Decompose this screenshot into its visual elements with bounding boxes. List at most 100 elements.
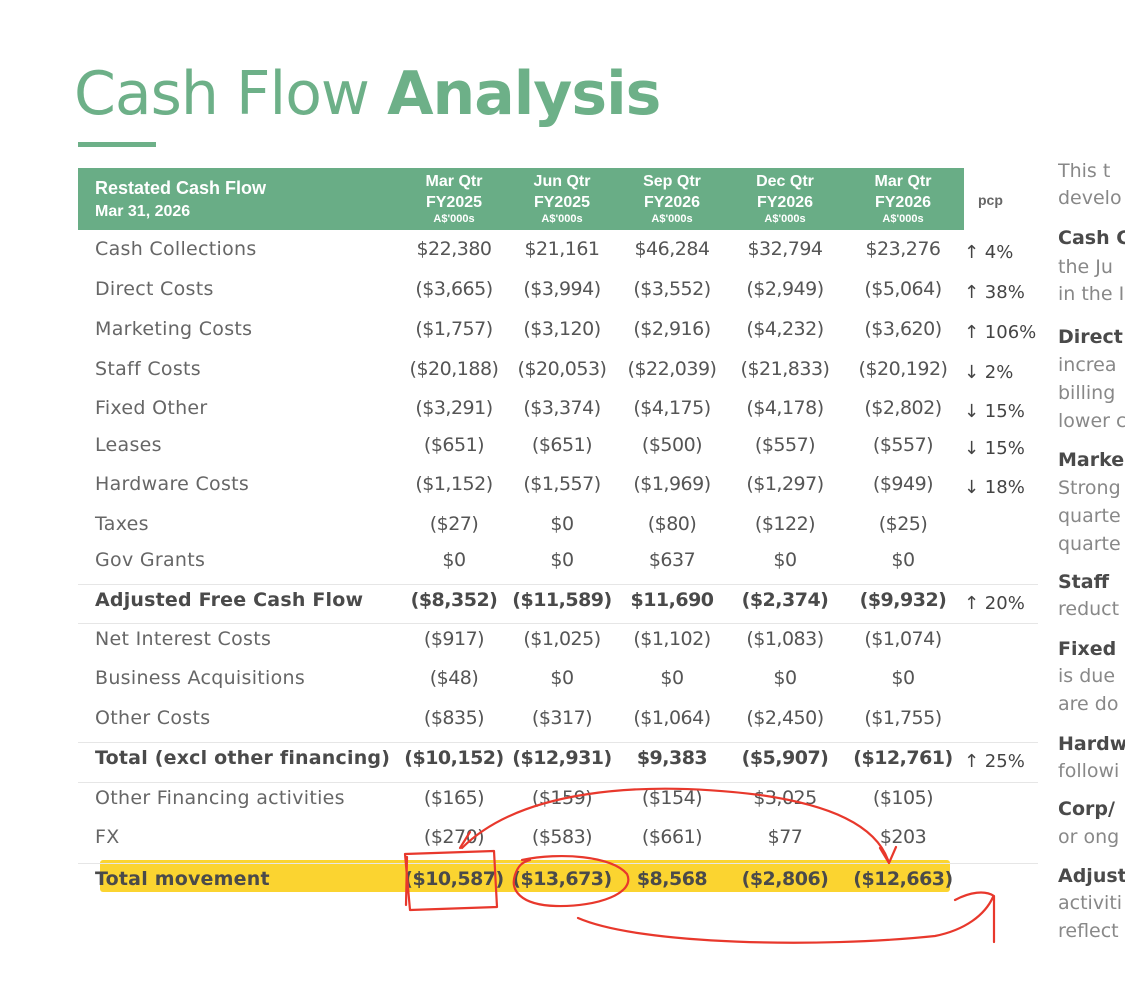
table-cell: ($1,557) <box>523 473 601 495</box>
table-cell: ($1,102) <box>633 628 711 650</box>
table-row: Business Acquisitions ($48) $0 $0 $0 $0 <box>78 663 1038 693</box>
column-header-4: Dec Qtr FY2026 A$'000s <box>731 171 839 226</box>
row-label: Staff Costs <box>95 358 202 380</box>
table-cell: ($1,297) <box>746 473 824 495</box>
pcp-change: ↑ 106% <box>964 322 1037 343</box>
table-cell: ($1,969) <box>633 473 711 495</box>
table-cell: ($651) <box>423 434 485 456</box>
table-cell: $0 <box>891 667 915 689</box>
side-text: quarte <box>1058 505 1121 527</box>
table-cell: ($48) <box>429 667 479 689</box>
side-text: billing <box>1058 382 1116 404</box>
table-cell: ($4,232) <box>746 318 824 340</box>
table-cell: ($9,932) <box>859 589 947 611</box>
table-cell: ($165) <box>423 787 485 809</box>
table-row: Cash Collections $22,380 $21,161 $46,284 $32… <box>78 234 1038 264</box>
table-cell: $22,380 <box>416 238 492 260</box>
column-header-l1: Sep Qtr <box>643 173 701 190</box>
table-cell: $0 <box>550 667 574 689</box>
table-cell: ($20,192) <box>858 358 948 380</box>
table-cell: ($2,949) <box>746 278 824 300</box>
table-cell: ($20,188) <box>409 358 499 380</box>
row-label: Adjusted Free Cash Flow <box>95 589 364 611</box>
side-heading: Marke <box>1058 449 1125 471</box>
table-cell: ($8,352) <box>410 589 498 611</box>
table-row: Gov Grants $0 $0 $637 $0 $0 <box>78 545 1038 575</box>
table-row: Taxes ($27) $0 ($80) ($122) ($25) <box>78 509 1038 539</box>
column-header-l3: A$'000s <box>764 213 806 225</box>
side-text: reflect <box>1058 920 1119 942</box>
table-cell: ($1,152) <box>415 473 493 495</box>
side-text: are do <box>1058 693 1119 715</box>
column-header-2: Jun Qtr FY2025 A$'000s <box>508 171 616 226</box>
table-cell: ($661) <box>641 826 703 848</box>
column-header-l2: FY2025 <box>425 194 483 211</box>
table-row: Total movement ($10,587) ($13,673) $8,568 ($… <box>78 863 1038 894</box>
column-header-l3: A$'000s <box>433 213 475 225</box>
table-row: Leases ($651) ($651) ($500) ($557) ($557) ↓ 15… <box>78 430 1038 460</box>
table-cell: ($270) <box>423 826 485 848</box>
table-cell: ($122) <box>754 513 816 535</box>
table-cell: $77 <box>767 826 803 848</box>
table-cell: $0 <box>442 549 466 571</box>
side-text: Strong <box>1058 477 1121 499</box>
side-text: lower c <box>1058 410 1125 432</box>
table-cell: ($13,673) <box>512 868 612 890</box>
table-cell: $0 <box>550 549 574 571</box>
row-label: Direct Costs <box>95 278 214 300</box>
page-title: Cash Flow Analysis <box>74 58 661 130</box>
table-cell: ($3,552) <box>633 278 711 300</box>
column-header-l1: Mar Qtr <box>425 173 483 190</box>
table-cell: ($5,907) <box>741 747 829 769</box>
side-heading: Cash C <box>1058 227 1125 249</box>
table-cell: ($3,665) <box>415 278 493 300</box>
title-light: Cash Flow <box>74 59 388 129</box>
table-cell: ($651) <box>531 434 593 456</box>
column-header-l3: A$'000s <box>651 213 693 225</box>
column-header-l2: FY2025 <box>533 194 591 211</box>
pcp-header: pcp <box>978 192 1003 208</box>
row-label: Taxes <box>95 513 149 535</box>
side-text: increa <box>1058 354 1117 376</box>
table-cell: ($917) <box>423 628 485 650</box>
row-label: Other Financing activities <box>95 787 345 809</box>
table-cell: ($557) <box>754 434 816 456</box>
table-cell: $0 <box>773 667 797 689</box>
table-cell: ($154) <box>641 787 703 809</box>
table-row: Fixed Other ($3,291) ($3,374) ($4,175) ($4,1… <box>78 393 1038 423</box>
table-cell: $0 <box>660 667 684 689</box>
side-commentary: This t develo Cash C the Ju in the I Direct in… <box>1058 0 1125 999</box>
table-row: Staff Costs ($20,188) ($20,053) ($22,039) ($… <box>78 354 1038 384</box>
pcp-change: ↓ 18% <box>964 477 1025 498</box>
row-label: Cash Collections <box>95 238 257 260</box>
table-cell: ($80) <box>647 513 697 535</box>
table-header-title: Restated Cash Flow <box>95 178 267 198</box>
row-label: Marketing Costs <box>95 318 253 340</box>
table-cell: ($835) <box>423 707 485 729</box>
side-text: quarte <box>1058 533 1121 555</box>
table-cell: ($3,374) <box>523 397 601 419</box>
column-header-5: Mar Qtr FY2026 A$'000s <box>849 171 957 226</box>
side-text: followi <box>1058 760 1120 782</box>
table-cell: ($4,178) <box>746 397 824 419</box>
table-cell: ($557) <box>872 434 934 456</box>
row-label: Net Interest Costs <box>95 628 272 650</box>
side-text: or ong <box>1058 826 1120 848</box>
table-cell: $0 <box>891 549 915 571</box>
table-cell: $9,383 <box>636 747 708 769</box>
table-cell: ($10,152) <box>404 747 504 769</box>
pcp-change: ↑ 20% <box>964 593 1025 614</box>
table-row: Total (excl other financing) ($10,152) ($1… <box>78 742 1038 773</box>
table-cell: ($105) <box>872 787 934 809</box>
table-cell: ($12,761) <box>853 747 953 769</box>
column-header-l1: Mar Qtr <box>874 173 932 190</box>
table-cell: ($159) <box>531 787 593 809</box>
table-cell: ($10,587) <box>404 868 504 890</box>
table-cell: ($1,074) <box>864 628 942 650</box>
column-header-l2: FY2026 <box>756 194 814 211</box>
table-row: Direct Costs ($3,665) ($3,994) ($3,552) ($2,… <box>78 274 1038 304</box>
table-cell: ($12,931) <box>512 747 612 769</box>
pcp-change: ↓ 15% <box>964 401 1025 422</box>
table-cell: ($2,806) <box>741 868 829 890</box>
title-underline <box>78 142 156 147</box>
